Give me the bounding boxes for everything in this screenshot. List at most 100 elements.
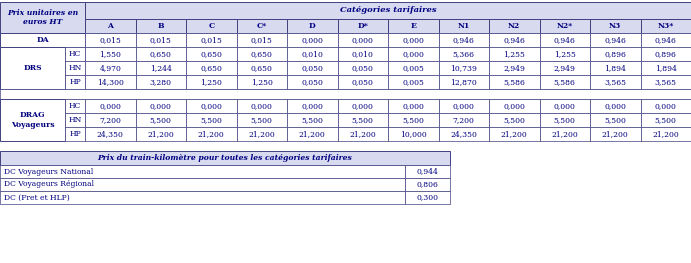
Text: 0,000: 0,000 bbox=[301, 36, 323, 44]
Bar bbox=[388, 47, 439, 61]
Bar bbox=[186, 99, 236, 113]
Bar bbox=[641, 19, 691, 33]
Bar bbox=[439, 75, 489, 89]
Text: 5,500: 5,500 bbox=[200, 116, 223, 124]
Bar bbox=[65, 61, 85, 75]
Bar bbox=[85, 19, 135, 33]
Text: 0,946: 0,946 bbox=[503, 36, 525, 44]
Bar bbox=[135, 19, 186, 33]
Text: N1: N1 bbox=[457, 22, 470, 30]
Bar bbox=[236, 33, 287, 47]
Text: 0,010: 0,010 bbox=[352, 50, 374, 58]
Bar bbox=[489, 61, 540, 75]
Text: 0,000: 0,000 bbox=[655, 102, 676, 110]
Bar bbox=[439, 99, 489, 113]
Text: 5,500: 5,500 bbox=[503, 116, 525, 124]
Text: 21,200: 21,200 bbox=[248, 130, 275, 138]
Bar bbox=[388, 127, 439, 141]
Bar bbox=[85, 127, 135, 141]
Bar bbox=[287, 75, 337, 89]
Text: 0,000: 0,000 bbox=[402, 102, 424, 110]
Bar bbox=[65, 75, 85, 89]
Text: 0,000: 0,000 bbox=[150, 102, 171, 110]
Text: 0,000: 0,000 bbox=[503, 102, 525, 110]
Text: 0,015: 0,015 bbox=[150, 36, 171, 44]
Text: 0,300: 0,300 bbox=[417, 194, 439, 201]
Bar bbox=[236, 75, 287, 89]
Text: C*: C* bbox=[256, 22, 267, 30]
Bar bbox=[388, 99, 439, 113]
Text: N3*: N3* bbox=[658, 22, 674, 30]
Text: 0,000: 0,000 bbox=[200, 102, 223, 110]
Bar bbox=[337, 61, 388, 75]
Text: 5,500: 5,500 bbox=[655, 116, 676, 124]
Text: 2,949: 2,949 bbox=[553, 64, 576, 72]
Text: 5,586: 5,586 bbox=[503, 78, 525, 86]
Text: D: D bbox=[309, 22, 316, 30]
Bar bbox=[186, 47, 236, 61]
Bar bbox=[236, 61, 287, 75]
Bar bbox=[65, 113, 85, 127]
Bar bbox=[540, 33, 590, 47]
Text: HC: HC bbox=[69, 102, 81, 110]
Bar bbox=[236, 47, 287, 61]
Bar bbox=[388, 33, 439, 47]
Text: 0,015: 0,015 bbox=[100, 36, 121, 44]
Bar bbox=[186, 113, 236, 127]
Text: 0,946: 0,946 bbox=[453, 36, 475, 44]
Text: 1,255: 1,255 bbox=[553, 50, 576, 58]
Text: 0,946: 0,946 bbox=[553, 36, 576, 44]
Bar bbox=[85, 2, 691, 19]
Bar bbox=[186, 75, 236, 89]
Bar bbox=[590, 47, 641, 61]
Bar bbox=[641, 47, 691, 61]
Text: DC Voyageurs National: DC Voyageurs National bbox=[4, 168, 93, 175]
Text: 21,200: 21,200 bbox=[501, 130, 528, 138]
Bar bbox=[641, 113, 691, 127]
Bar bbox=[287, 113, 337, 127]
Bar bbox=[186, 19, 236, 33]
Bar bbox=[641, 127, 691, 141]
Text: Prix unitaires en
euros HT: Prix unitaires en euros HT bbox=[7, 9, 78, 26]
Text: 21,200: 21,200 bbox=[299, 130, 325, 138]
Bar bbox=[0, 151, 450, 165]
Bar bbox=[186, 33, 236, 47]
Bar bbox=[65, 99, 85, 113]
Text: 0,050: 0,050 bbox=[301, 78, 323, 86]
Text: HP: HP bbox=[69, 130, 81, 138]
Text: Catégories tarifaires: Catégories tarifaires bbox=[340, 7, 436, 14]
Text: 21,200: 21,200 bbox=[147, 130, 174, 138]
Text: D*: D* bbox=[357, 22, 368, 30]
Bar bbox=[135, 127, 186, 141]
Text: 5,500: 5,500 bbox=[605, 116, 626, 124]
Bar bbox=[135, 33, 186, 47]
Bar bbox=[388, 113, 439, 127]
Bar bbox=[590, 75, 641, 89]
Bar bbox=[0, 47, 65, 89]
Text: 0,000: 0,000 bbox=[352, 102, 374, 110]
Text: 0,000: 0,000 bbox=[402, 36, 424, 44]
Text: 0,015: 0,015 bbox=[251, 36, 273, 44]
Text: 21,200: 21,200 bbox=[198, 130, 225, 138]
Text: 3,565: 3,565 bbox=[655, 78, 676, 86]
Bar bbox=[287, 127, 337, 141]
Text: 5,500: 5,500 bbox=[352, 116, 374, 124]
Text: 0,000: 0,000 bbox=[251, 102, 273, 110]
Text: E: E bbox=[410, 22, 416, 30]
Bar bbox=[0, 2, 85, 33]
Text: 0,005: 0,005 bbox=[402, 64, 424, 72]
Text: 0,944: 0,944 bbox=[417, 168, 438, 175]
Text: 0,000: 0,000 bbox=[605, 102, 626, 110]
Bar bbox=[439, 19, 489, 33]
Text: 0,000: 0,000 bbox=[352, 36, 374, 44]
Bar bbox=[489, 47, 540, 61]
Text: 7,200: 7,200 bbox=[100, 116, 121, 124]
Text: 0,050: 0,050 bbox=[352, 78, 374, 86]
Text: 1,894: 1,894 bbox=[655, 64, 676, 72]
Text: 0,000: 0,000 bbox=[553, 102, 576, 110]
Text: C: C bbox=[208, 22, 214, 30]
Bar bbox=[65, 47, 85, 61]
Bar bbox=[388, 19, 439, 33]
Text: 1,550: 1,550 bbox=[100, 50, 121, 58]
Bar bbox=[439, 127, 489, 141]
